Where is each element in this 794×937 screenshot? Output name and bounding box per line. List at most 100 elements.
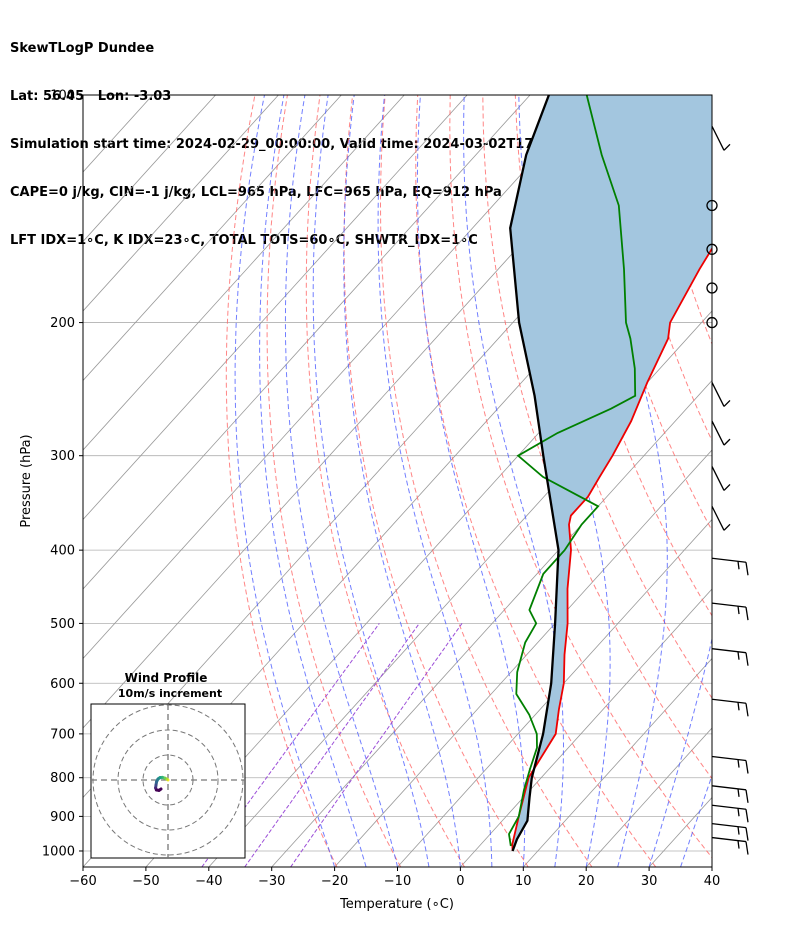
barb-staff	[711, 506, 725, 531]
barb-staff	[711, 804, 747, 810]
isotherm--120	[83, 95, 405, 451]
dry-adiabat	[343, 95, 529, 867]
x-tick-label: −40	[195, 874, 222, 889]
barb-staff	[711, 822, 747, 829]
dry-adiabat	[449, 95, 712, 859]
x-tick-label: 30	[641, 874, 658, 889]
barb-flag	[745, 789, 749, 803]
x-tick-label: 40	[704, 874, 721, 889]
wind-barb	[711, 836, 749, 855]
barb-flag	[737, 826, 740, 835]
dry-adiabat	[225, 95, 338, 867]
hodograph: Wind Profile 10m/s increment	[90, 671, 246, 859]
y-tick-label: 600	[50, 677, 75, 692]
isotherm--140	[83, 95, 279, 312]
y-tick-label: 200	[50, 316, 75, 331]
x-tick-label: −50	[132, 874, 159, 889]
barb-flag	[723, 399, 731, 407]
moist-adiabat	[680, 774, 712, 867]
dewpoint-trace	[508, 95, 637, 847]
wind-barb	[706, 199, 718, 212]
dry-adiabat	[514, 95, 712, 699]
barb-flag	[745, 703, 749, 717]
hodograph-plot	[91, 704, 245, 858]
hodograph-segment	[157, 787, 163, 792]
barb-flag	[745, 827, 749, 841]
chart-header: SkewTLogP Dundee Lat: 56.45 Lon: -3.03 S…	[10, 9, 603, 265]
isotherm--90	[83, 95, 594, 660]
barb-flag	[737, 651, 740, 660]
moist-adiabat	[463, 95, 564, 867]
isotherm-0	[460, 588, 712, 867]
y-axis-label: Pressure (hPa)	[19, 434, 34, 527]
x-tick-label: −10	[384, 874, 411, 889]
barb-staff	[711, 602, 747, 608]
barb-flag	[723, 484, 731, 491]
isotherm-40	[711, 866, 712, 867]
moist-adiabat	[416, 95, 526, 867]
x-tick-label: −20	[321, 874, 348, 889]
isotherm--30	[271, 379, 712, 867]
isotherm-20	[585, 727, 712, 867]
x-tick-label: 0	[456, 874, 464, 889]
wind-barb	[711, 506, 731, 531]
moist-adiabat	[377, 95, 493, 867]
isotherm--150	[83, 95, 216, 243]
barb-staff	[711, 836, 747, 843]
dry-adiabat	[379, 95, 593, 867]
isotherm--20	[334, 449, 712, 867]
calm-wind-circle	[706, 199, 718, 212]
barb-flag	[745, 652, 749, 666]
wind-barbs	[706, 126, 749, 855]
dry-adiabat	[710, 95, 712, 104]
wind-barb	[711, 420, 731, 446]
cape-cin-fill	[510, 95, 712, 851]
moist-adiabat	[343, 95, 461, 867]
sounding-traces	[508, 95, 712, 852]
moist-adiabat	[648, 95, 712, 867]
calm-wind-circle	[706, 316, 718, 329]
wind-barb	[711, 755, 749, 774]
wind-barb	[711, 804, 749, 823]
dry-adiabat	[482, 95, 712, 780]
isotherm-10	[523, 657, 712, 867]
barb-flag	[745, 809, 749, 823]
isotherm--110	[83, 95, 468, 521]
barb-staff	[711, 382, 725, 407]
y-tick-label: 900	[50, 810, 75, 825]
wind-barb	[711, 785, 749, 803]
barb-flag	[745, 606, 749, 621]
x-axis-label: Temperature (∘C)	[339, 897, 454, 912]
mixing-ratio-line	[244, 623, 420, 867]
barb-flag	[745, 562, 749, 576]
hodograph-title: Wind Profile	[125, 671, 208, 685]
barb-staff	[711, 785, 747, 791]
y-tick-label: 1000	[42, 844, 75, 859]
moist-adiabat	[312, 95, 430, 867]
wind-barb	[711, 648, 749, 666]
y-axis: 100 200 300 400 500 600 700 800 900 1000	[42, 89, 83, 859]
barb-staff	[711, 698, 747, 704]
indices-line-2: LFT IDX=1∘C, K IDX=23∘C, TOTAL TOTS=60∘C…	[10, 233, 478, 248]
chart-title: SkewTLogP Dundee	[10, 41, 155, 56]
wind-barb	[711, 382, 731, 407]
wind-barb	[706, 243, 718, 255]
barb-flag	[737, 561, 740, 570]
mixing-ratio-line	[290, 623, 463, 867]
y-tick-label: 300	[50, 449, 75, 464]
wind-barb	[706, 316, 718, 329]
y-tick-label: 800	[50, 771, 75, 786]
isotherm--50	[145, 240, 712, 867]
barb-flag	[737, 788, 740, 797]
x-axis: −60 −50 −40 −30 −20 −10 0 10 20 30 40	[69, 867, 720, 889]
moist-adiabat	[234, 95, 336, 867]
isotherm--10	[397, 518, 712, 867]
wind-barb	[711, 466, 731, 491]
parcel-trace	[509, 95, 560, 852]
barb-staff	[711, 466, 725, 491]
wind-barb	[711, 698, 749, 717]
dry-adiabat	[415, 95, 657, 867]
x-tick-label: −30	[258, 874, 285, 889]
wind-barb	[711, 822, 749, 841]
